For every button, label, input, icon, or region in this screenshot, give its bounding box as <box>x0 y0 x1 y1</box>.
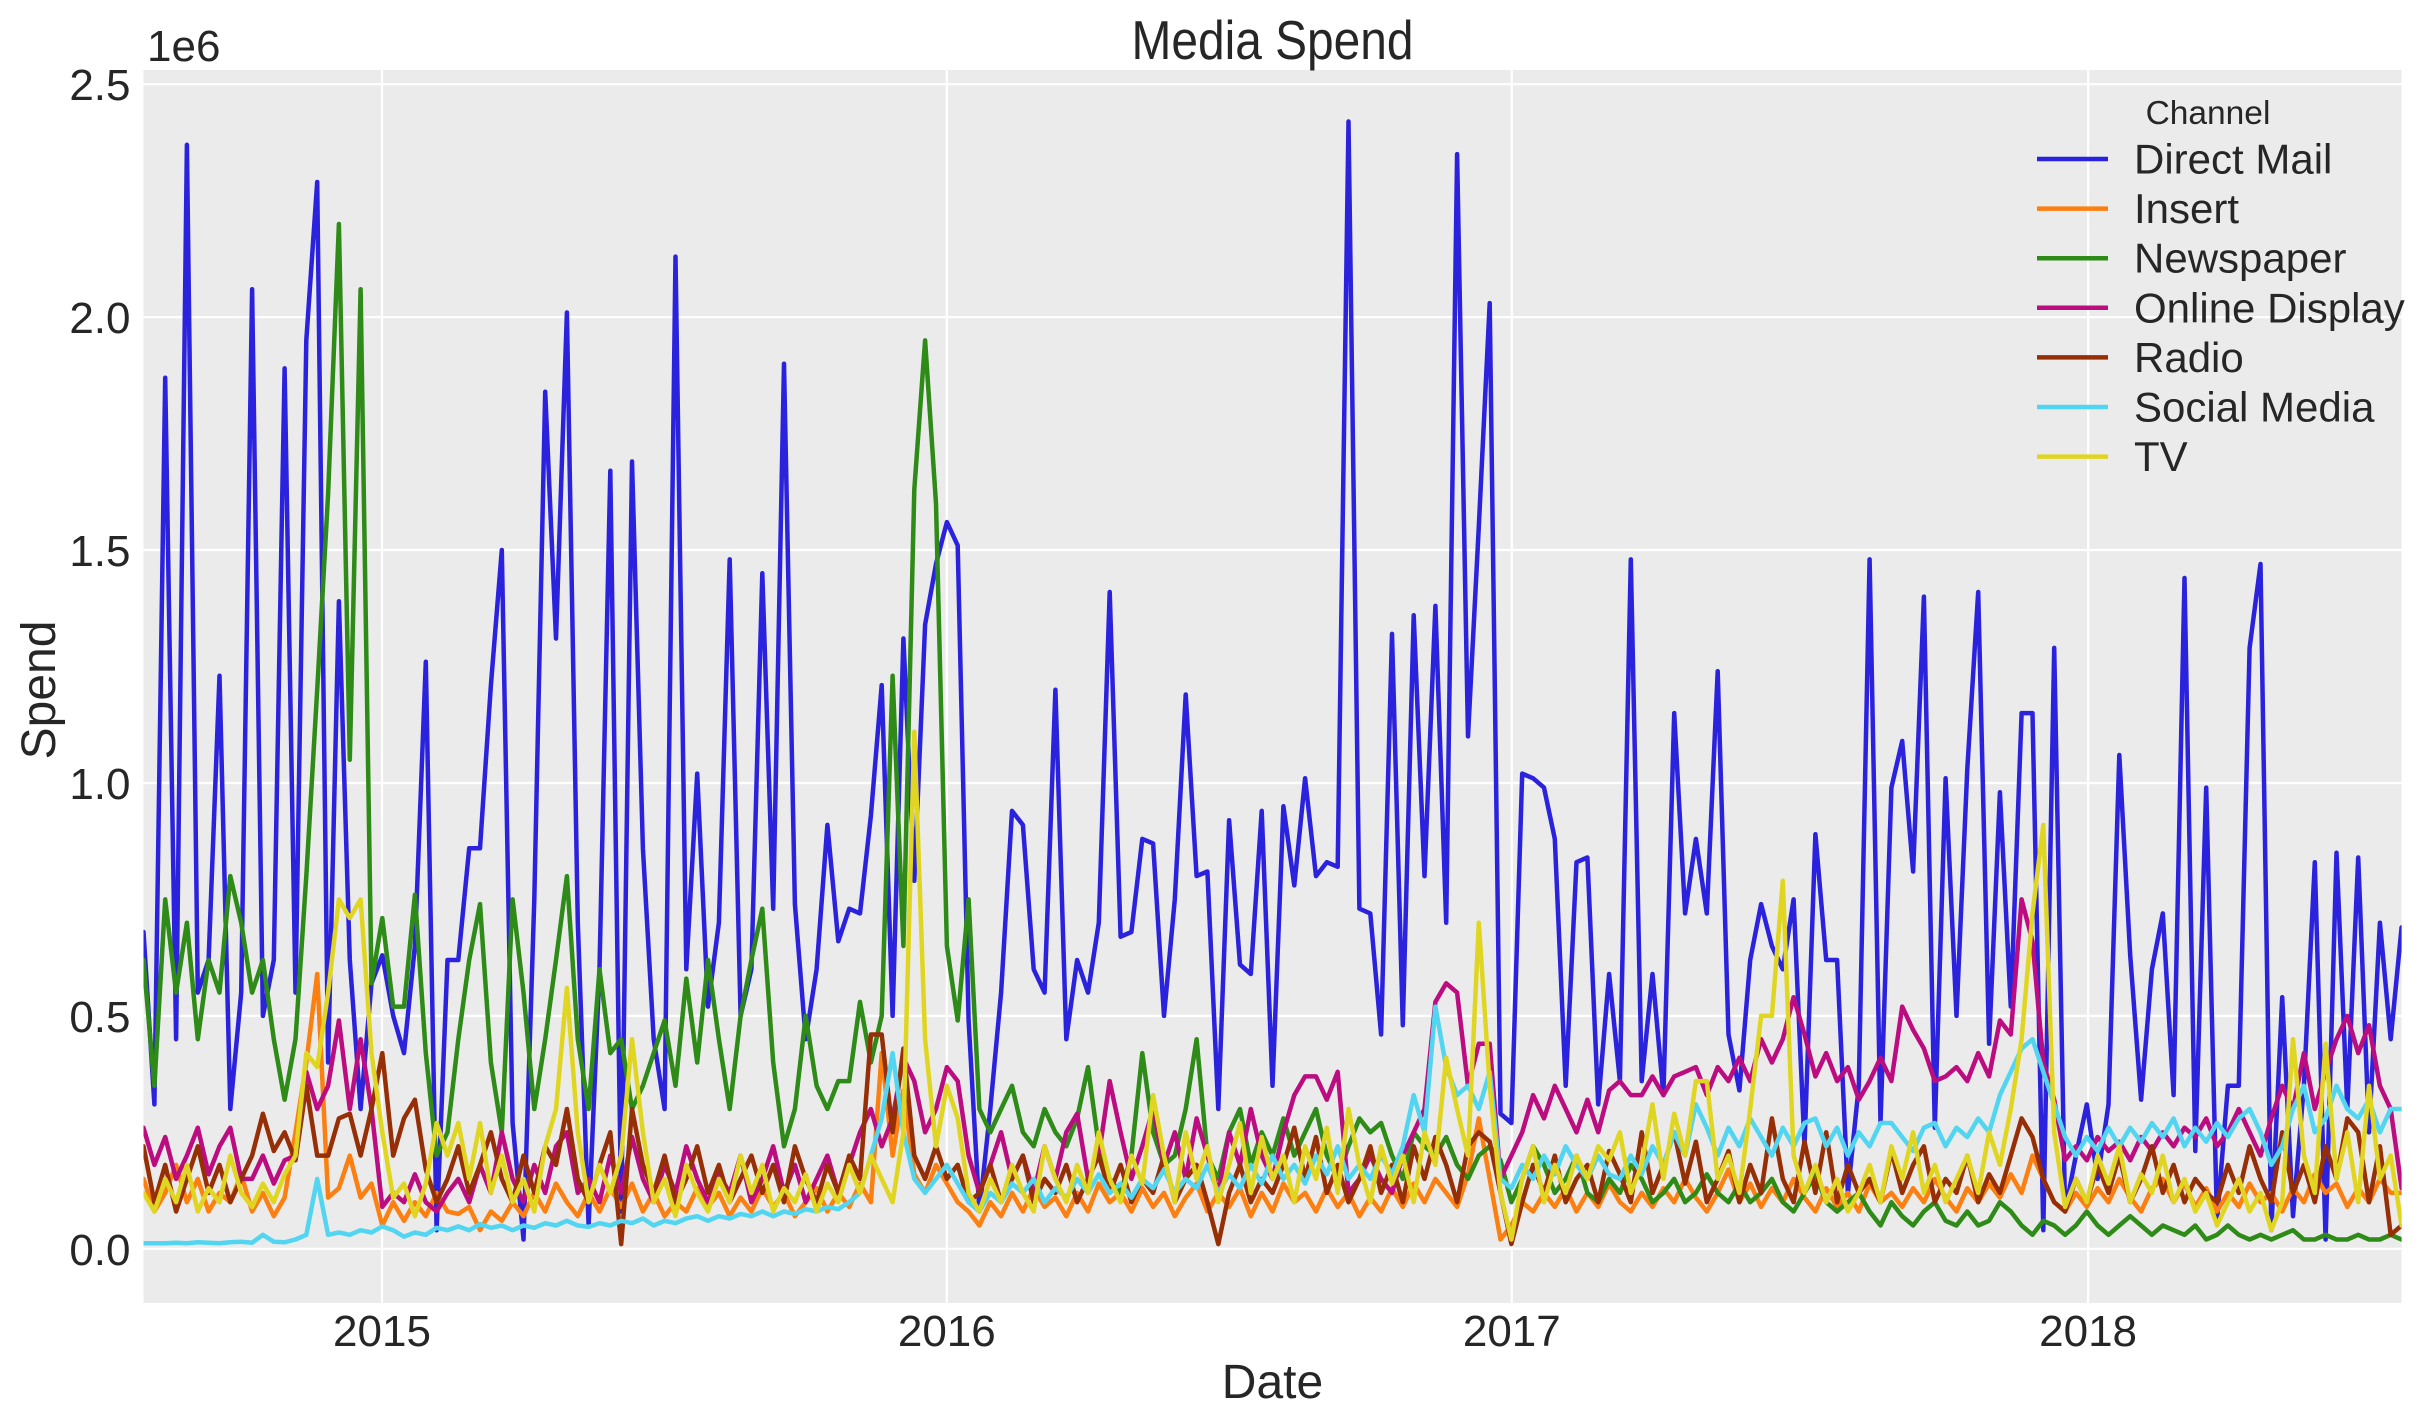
svg-text:1.0: 1.0 <box>69 760 130 809</box>
svg-text:Newspaper: Newspaper <box>2134 235 2346 282</box>
svg-text:Radio: Radio <box>2134 334 2244 381</box>
svg-text:2018: 2018 <box>2039 1307 2137 1356</box>
svg-text:1e6: 1e6 <box>147 22 220 71</box>
svg-text:1.5: 1.5 <box>69 527 130 576</box>
svg-text:0.5: 0.5 <box>69 993 130 1042</box>
svg-text:Spend: Spend <box>13 621 66 760</box>
svg-text:2016: 2016 <box>898 1307 996 1356</box>
svg-text:0.0: 0.0 <box>69 1226 130 1275</box>
svg-text:Direct Mail: Direct Mail <box>2134 136 2332 183</box>
svg-text:2.5: 2.5 <box>69 61 130 110</box>
svg-text:Social Media: Social Media <box>2134 384 2375 431</box>
svg-text:2.0: 2.0 <box>69 294 130 343</box>
svg-text:Online Display: Online Display <box>2134 284 2405 331</box>
svg-text:Media Spend: Media Spend <box>1132 9 1414 71</box>
svg-text:Channel: Channel <box>2146 95 2271 132</box>
svg-text:TV: TV <box>2134 433 2188 480</box>
svg-text:2017: 2017 <box>1463 1307 1561 1356</box>
svg-text:2015: 2015 <box>333 1307 431 1356</box>
svg-text:Insert: Insert <box>2134 185 2239 232</box>
svg-text:Date: Date <box>1222 1356 1323 1409</box>
